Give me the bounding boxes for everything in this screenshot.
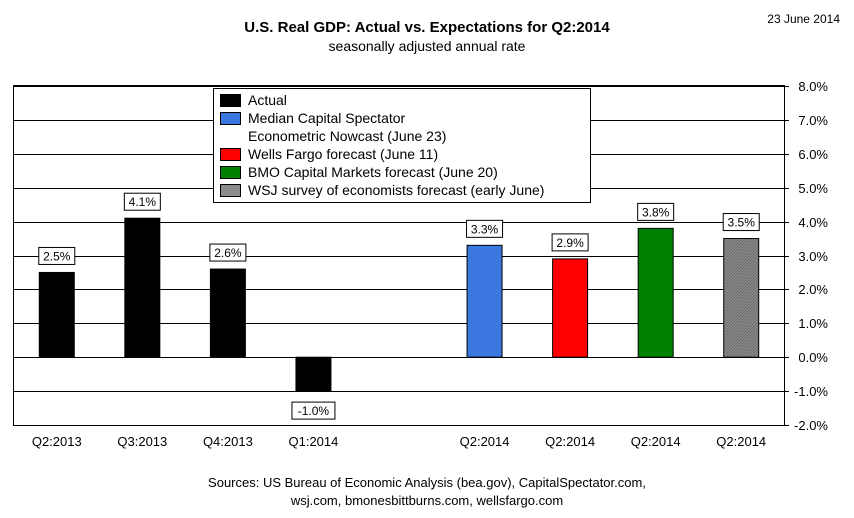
data-label-box [722, 213, 760, 232]
y-tick-label: 0.0% [798, 350, 828, 365]
legend-item: WSJ survey of economists forecast (early… [218, 181, 586, 199]
bar-chart: 8.0% 7.0% 6.0% 5.0% 4.0% 3.0% 2.0% 1.0% 0.0% -1.0… [13, 79, 828, 449]
y-tick-label: 1.0% [798, 316, 828, 331]
bar [295, 356, 332, 392]
legend-swatch [220, 166, 241, 179]
bar [723, 238, 760, 358]
data-label: 2.5% [43, 249, 71, 263]
bar [209, 268, 246, 358]
bar [38, 271, 75, 358]
date-label: 23 June 2014 [767, 12, 840, 26]
legend-label: Median Capital Spectator [248, 110, 406, 126]
legend: Actual Median Capital Spectator Econometri… [213, 88, 591, 203]
x-tick-label: Q1:2014 [289, 434, 339, 449]
sources-line-2: wsj.com, bmonesbittburns.com, wellsfargo… [290, 493, 564, 508]
legend-label: Actual [248, 92, 287, 108]
legend-swatch [220, 148, 241, 161]
data-label: 3.5% [728, 216, 756, 230]
legend-swatch [220, 184, 241, 197]
data-label-box [209, 243, 247, 262]
bar [124, 217, 161, 358]
sources-note: Sources: US Bureau of Economic Analysis … [0, 474, 854, 510]
bar [637, 227, 674, 358]
x-tick-label: Q2:2014 [545, 434, 595, 449]
data-label: 4.1% [129, 195, 157, 209]
bars [38, 217, 760, 392]
y-tick-label: 4.0% [798, 215, 828, 230]
y-tick-label: 7.0% [798, 113, 828, 128]
y-tick-label: 8.0% [798, 79, 828, 94]
data-label-box [551, 233, 589, 252]
x-tick-label: Q2:2014 [631, 434, 681, 449]
x-axis-labels: Q2:2013 Q3:2013 Q4:2013 Q1:2014 Q2:2014 Q2:20… [32, 434, 766, 449]
chart-subtitle: seasonally adjusted annual rate [328, 38, 526, 54]
data-label: 2.9% [556, 236, 584, 250]
legend-item: Actual [218, 91, 586, 109]
sources-line-1: Sources: US Bureau of Economic Analysis … [208, 475, 646, 490]
legend-label: BMO Capital Markets forecast (June 20) [248, 164, 498, 180]
y-tick-label: 2.0% [798, 282, 828, 297]
data-label-box [38, 246, 76, 265]
legend-item: Median Capital Spectator [218, 109, 586, 127]
x-tick-label: Q4:2013 [203, 434, 253, 449]
data-label-box [291, 401, 336, 420]
data-label-box [466, 219, 504, 238]
y-tick-label: -1.0% [794, 384, 828, 399]
data-labels: 2.5% 4.1% 2.6% -1.0% 3.3% 2.9% 3.8% 3.5% [38, 192, 760, 420]
bar [552, 258, 589, 358]
y-tick-label: 3.0% [798, 249, 828, 264]
x-tick-label: Q2:2014 [716, 434, 766, 449]
data-label: 2.6% [214, 246, 242, 260]
y-tick-label: 5.0% [798, 181, 828, 196]
legend-swatch [220, 112, 241, 125]
data-label-box [637, 202, 675, 221]
y-tick-label: -2.0% [794, 418, 828, 433]
x-tick-label: Q3:2013 [117, 434, 167, 449]
data-label-box [123, 192, 161, 211]
y-tick-label: 6.0% [798, 147, 828, 162]
legend-label: Econometric Nowcast (June 23) [248, 128, 447, 144]
y-axis-labels: 8.0% 7.0% 6.0% 5.0% 4.0% 3.0% 2.0% 1.0% 0.0% -1.0… [794, 79, 828, 433]
chart-title: U.S. Real GDP: Actual vs. Expectations f… [244, 19, 610, 36]
legend-item: Econometric Nowcast (June 23) [218, 127, 586, 145]
data-label: 3.8% [642, 205, 670, 219]
legend-item: BMO Capital Markets forecast (June 20) [218, 163, 586, 181]
legend-swatch [220, 130, 241, 143]
legend-swatch [220, 94, 241, 107]
legend-item: Wells Fargo forecast (June 11) [218, 145, 586, 163]
legend-label: WSJ survey of economists forecast (early… [248, 182, 545, 198]
x-tick-label: Q2:2014 [460, 434, 510, 449]
data-label: -1.0% [298, 404, 330, 418]
x-tick-label: Q2:2013 [32, 434, 82, 449]
data-label: 3.3% [471, 222, 499, 236]
bar [466, 244, 503, 358]
legend-label: Wells Fargo forecast (June 11) [248, 146, 439, 162]
